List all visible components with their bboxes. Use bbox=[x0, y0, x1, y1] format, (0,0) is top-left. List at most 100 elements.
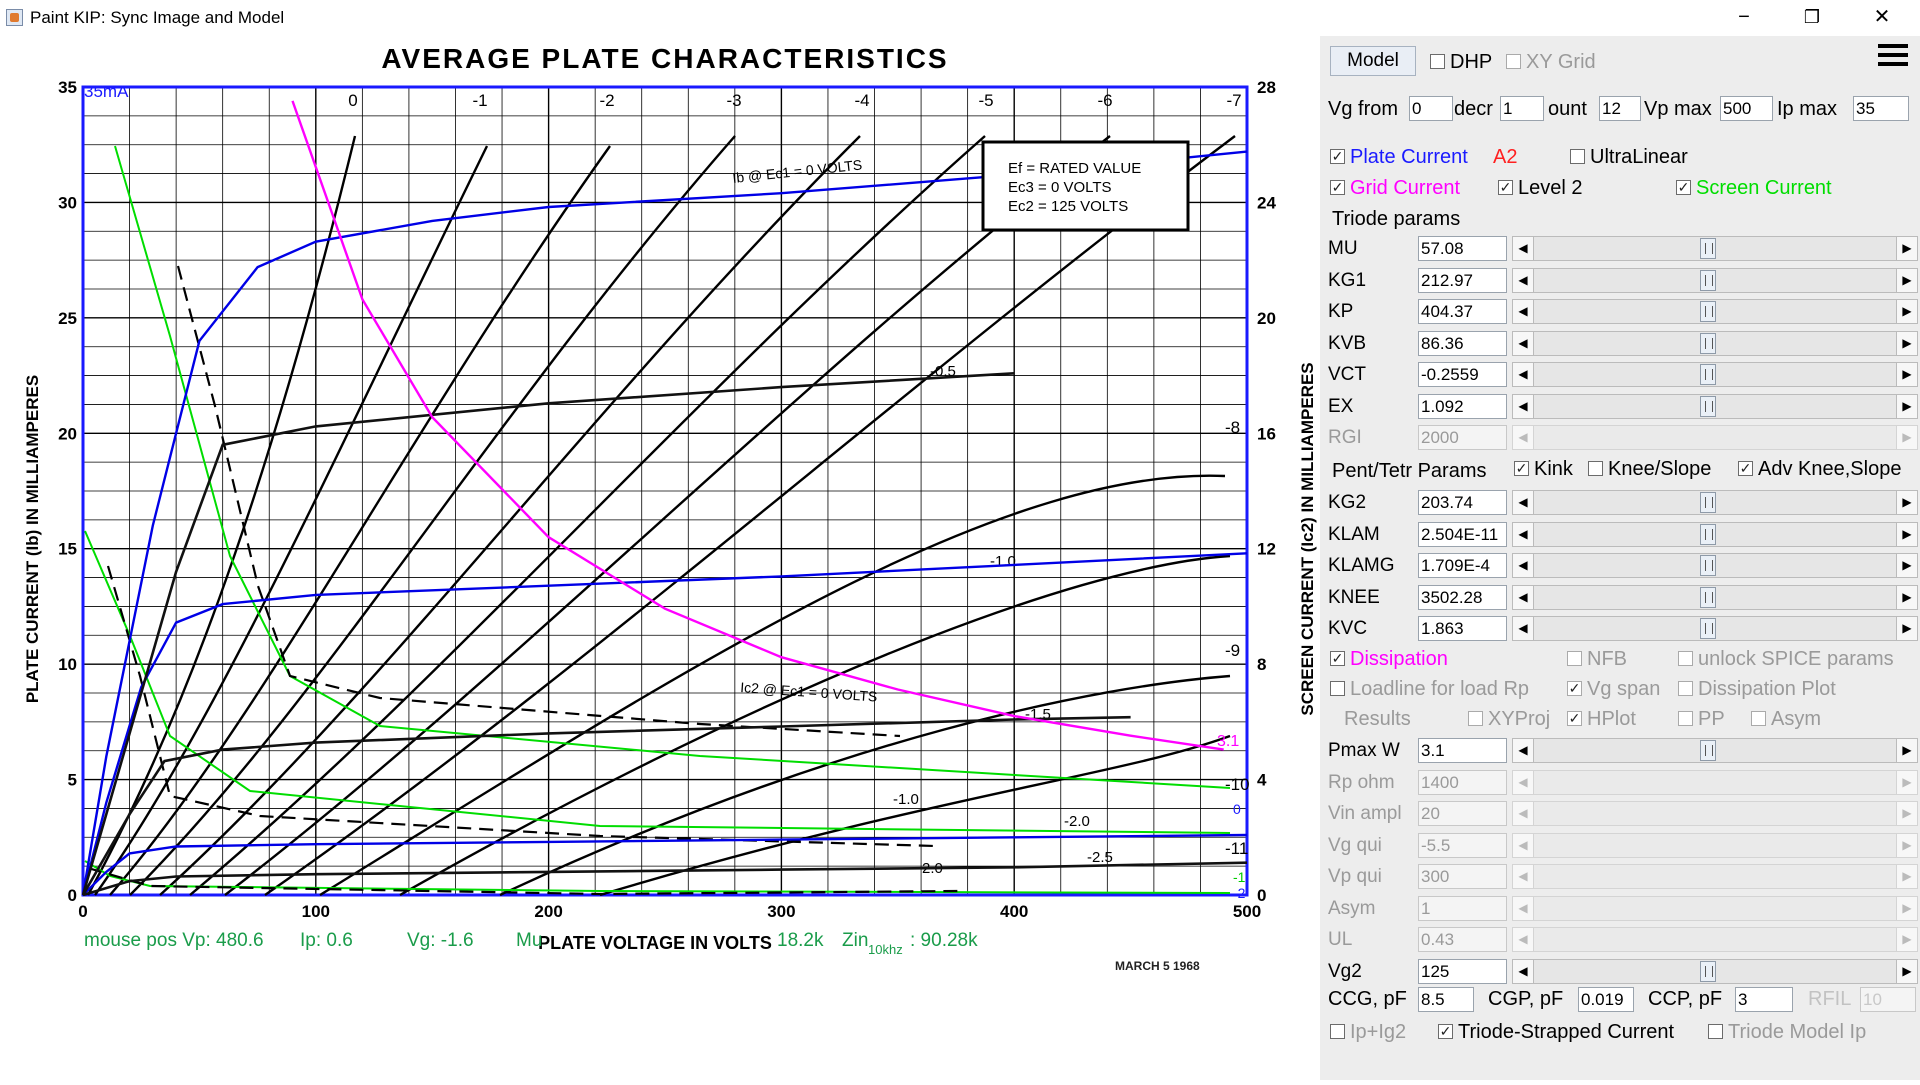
param-slider-kvc[interactable]: ◀ ▶ bbox=[1512, 616, 1918, 641]
maximize-button[interactable]: ❐ bbox=[1803, 7, 1821, 27]
model-button[interactable]: Model bbox=[1330, 46, 1416, 76]
minimize-button[interactable]: − bbox=[1738, 6, 1750, 28]
slider-track[interactable] bbox=[1534, 267, 1896, 293]
param-field-kp[interactable]: 404.37 bbox=[1418, 299, 1507, 324]
slider-right-arrow-icon[interactable]: ▶ bbox=[1896, 236, 1918, 261]
slider-left-arrow-icon[interactable]: ◀ bbox=[1512, 521, 1534, 547]
slider-track[interactable] bbox=[1534, 299, 1896, 324]
vp-max-field[interactable]: 500 bbox=[1720, 96, 1773, 121]
param-field-pmax-w[interactable]: 3.1 bbox=[1418, 738, 1507, 763]
param-field-ul[interactable]: 0.43 bbox=[1418, 927, 1507, 952]
param-slider-ex[interactable]: ◀ ▶ bbox=[1512, 393, 1918, 419]
param-slider-kg1[interactable]: ◀ ▶ bbox=[1512, 267, 1918, 293]
triode-strapped-checkbox[interactable]: ✓ bbox=[1438, 1023, 1453, 1039]
nfb-checkbox[interactable] bbox=[1567, 651, 1582, 666]
param-field-kvc[interactable]: 1.863 bbox=[1418, 616, 1507, 641]
slider-left-arrow-icon[interactable]: ◀ bbox=[1512, 958, 1534, 984]
slider-thumb[interactable] bbox=[1700, 618, 1716, 639]
slider-track[interactable] bbox=[1534, 521, 1896, 547]
slider-right-arrow-icon[interactable]: ▶ bbox=[1896, 864, 1918, 889]
slider-track[interactable] bbox=[1534, 584, 1896, 610]
slider-thumb[interactable] bbox=[1700, 364, 1716, 385]
adv-knee-checkbox[interactable]: ✓ bbox=[1738, 460, 1753, 476]
count-field[interactable]: 12 bbox=[1599, 96, 1641, 121]
param-field-kvb[interactable]: 86.36 bbox=[1418, 330, 1507, 356]
cgp-field[interactable]: 0.019 bbox=[1578, 987, 1634, 1012]
param-field-asym[interactable]: 1 bbox=[1418, 895, 1507, 921]
slider-track[interactable] bbox=[1534, 330, 1896, 356]
slider-track[interactable] bbox=[1534, 864, 1896, 889]
slider-left-arrow-icon[interactable]: ◀ bbox=[1512, 769, 1534, 795]
slider-left-arrow-icon[interactable]: ◀ bbox=[1512, 616, 1534, 641]
slider-left-arrow-icon[interactable]: ◀ bbox=[1512, 362, 1534, 387]
dissipation-checkbox[interactable]: ✓ bbox=[1330, 650, 1345, 666]
param-field-vct[interactable]: -0.2559 bbox=[1418, 362, 1507, 387]
param-slider-rgi[interactable]: ◀ ▶ bbox=[1512, 425, 1918, 450]
slider-left-arrow-icon[interactable]: ◀ bbox=[1512, 490, 1534, 515]
xyproj-checkbox[interactable] bbox=[1468, 711, 1483, 726]
slider-right-arrow-icon[interactable]: ▶ bbox=[1896, 958, 1918, 984]
slider-track[interactable] bbox=[1534, 236, 1896, 261]
param-field-ex[interactable]: 1.092 bbox=[1418, 393, 1507, 419]
param-slider-kg2[interactable]: ◀ ▶ bbox=[1512, 490, 1918, 515]
slider-track[interactable] bbox=[1534, 393, 1896, 419]
slider-track[interactable] bbox=[1534, 362, 1896, 387]
slider-right-arrow-icon[interactable]: ▶ bbox=[1896, 553, 1918, 578]
slider-right-arrow-icon[interactable]: ▶ bbox=[1896, 584, 1918, 610]
slider-track[interactable] bbox=[1534, 490, 1896, 515]
slider-right-arrow-icon[interactable]: ▶ bbox=[1896, 927, 1918, 952]
param-slider-knee[interactable]: ◀ ▶ bbox=[1512, 584, 1918, 610]
param-field-rp-ohm[interactable]: 1400 bbox=[1418, 769, 1507, 795]
slider-right-arrow-icon[interactable]: ▶ bbox=[1896, 738, 1918, 763]
slider-right-arrow-icon[interactable]: ▶ bbox=[1896, 521, 1918, 547]
slider-left-arrow-icon[interactable]: ◀ bbox=[1512, 584, 1534, 610]
unlock-spice-checkbox[interactable] bbox=[1678, 651, 1693, 666]
slider-left-arrow-icon[interactable]: ◀ bbox=[1512, 832, 1534, 858]
slider-right-arrow-icon[interactable]: ▶ bbox=[1896, 832, 1918, 858]
param-field-rgi[interactable]: 2000 bbox=[1418, 425, 1507, 450]
slider-left-arrow-icon[interactable]: ◀ bbox=[1512, 393, 1534, 419]
hamburger-menu-icon[interactable] bbox=[1878, 44, 1908, 72]
slider-left-arrow-icon[interactable]: ◀ bbox=[1512, 895, 1534, 921]
param-field-knee[interactable]: 3502.28 bbox=[1418, 584, 1507, 610]
dhp-checkbox[interactable] bbox=[1430, 54, 1445, 69]
decr-field[interactable]: 1 bbox=[1500, 96, 1544, 121]
slider-left-arrow-icon[interactable]: ◀ bbox=[1512, 330, 1534, 356]
slider-track[interactable] bbox=[1534, 738, 1896, 763]
slider-thumb[interactable] bbox=[1700, 523, 1716, 545]
slider-right-arrow-icon[interactable]: ▶ bbox=[1896, 267, 1918, 293]
slider-left-arrow-icon[interactable]: ◀ bbox=[1512, 927, 1534, 952]
param-slider-klamg[interactable]: ◀ ▶ bbox=[1512, 553, 1918, 578]
slider-thumb[interactable] bbox=[1700, 586, 1716, 608]
param-slider-ul[interactable]: ◀ ▶ bbox=[1512, 927, 1918, 952]
slider-right-arrow-icon[interactable]: ▶ bbox=[1896, 393, 1918, 419]
ccp-field[interactable]: 3 bbox=[1735, 987, 1793, 1012]
param-field-klam[interactable]: 2.504E-11 bbox=[1418, 521, 1507, 547]
param-slider-vg2[interactable]: ◀ ▶ bbox=[1512, 958, 1918, 984]
slider-thumb[interactable] bbox=[1700, 740, 1716, 761]
slider-left-arrow-icon[interactable]: ◀ bbox=[1512, 553, 1534, 578]
slider-right-arrow-icon[interactable]: ▶ bbox=[1896, 330, 1918, 356]
param-field-klamg[interactable]: 1.709E-4 bbox=[1418, 553, 1507, 578]
param-slider-pmax-w[interactable]: ◀ ▶ bbox=[1512, 738, 1918, 763]
param-field-mu[interactable]: 57.08 bbox=[1418, 236, 1507, 261]
param-field-vg2[interactable]: 125 bbox=[1418, 958, 1507, 984]
vg-span-checkbox[interactable]: ✓ bbox=[1567, 680, 1582, 696]
param-slider-rp-ohm[interactable]: ◀ ▶ bbox=[1512, 769, 1918, 795]
slider-left-arrow-icon[interactable]: ◀ bbox=[1512, 738, 1534, 763]
param-field-kg2[interactable]: 203.74 bbox=[1418, 490, 1507, 515]
slider-right-arrow-icon[interactable]: ▶ bbox=[1896, 769, 1918, 795]
param-field-vg-qui[interactable]: -5.5 bbox=[1418, 832, 1507, 858]
param-slider-vp-qui[interactable]: ◀ ▶ bbox=[1512, 864, 1918, 889]
slider-track[interactable] bbox=[1534, 769, 1896, 795]
slider-right-arrow-icon[interactable]: ▶ bbox=[1896, 425, 1918, 450]
slider-track[interactable] bbox=[1534, 553, 1896, 578]
param-slider-vin-ampl[interactable]: ◀ ▶ bbox=[1512, 801, 1918, 826]
loadline-checkbox[interactable] bbox=[1330, 681, 1345, 696]
slider-track[interactable] bbox=[1534, 832, 1896, 858]
slider-right-arrow-icon[interactable]: ▶ bbox=[1896, 616, 1918, 641]
ip-max-field[interactable]: 35 bbox=[1853, 96, 1909, 121]
ultralinear-checkbox[interactable] bbox=[1570, 149, 1585, 164]
slider-track[interactable] bbox=[1534, 425, 1896, 450]
slider-thumb[interactable] bbox=[1700, 555, 1716, 576]
